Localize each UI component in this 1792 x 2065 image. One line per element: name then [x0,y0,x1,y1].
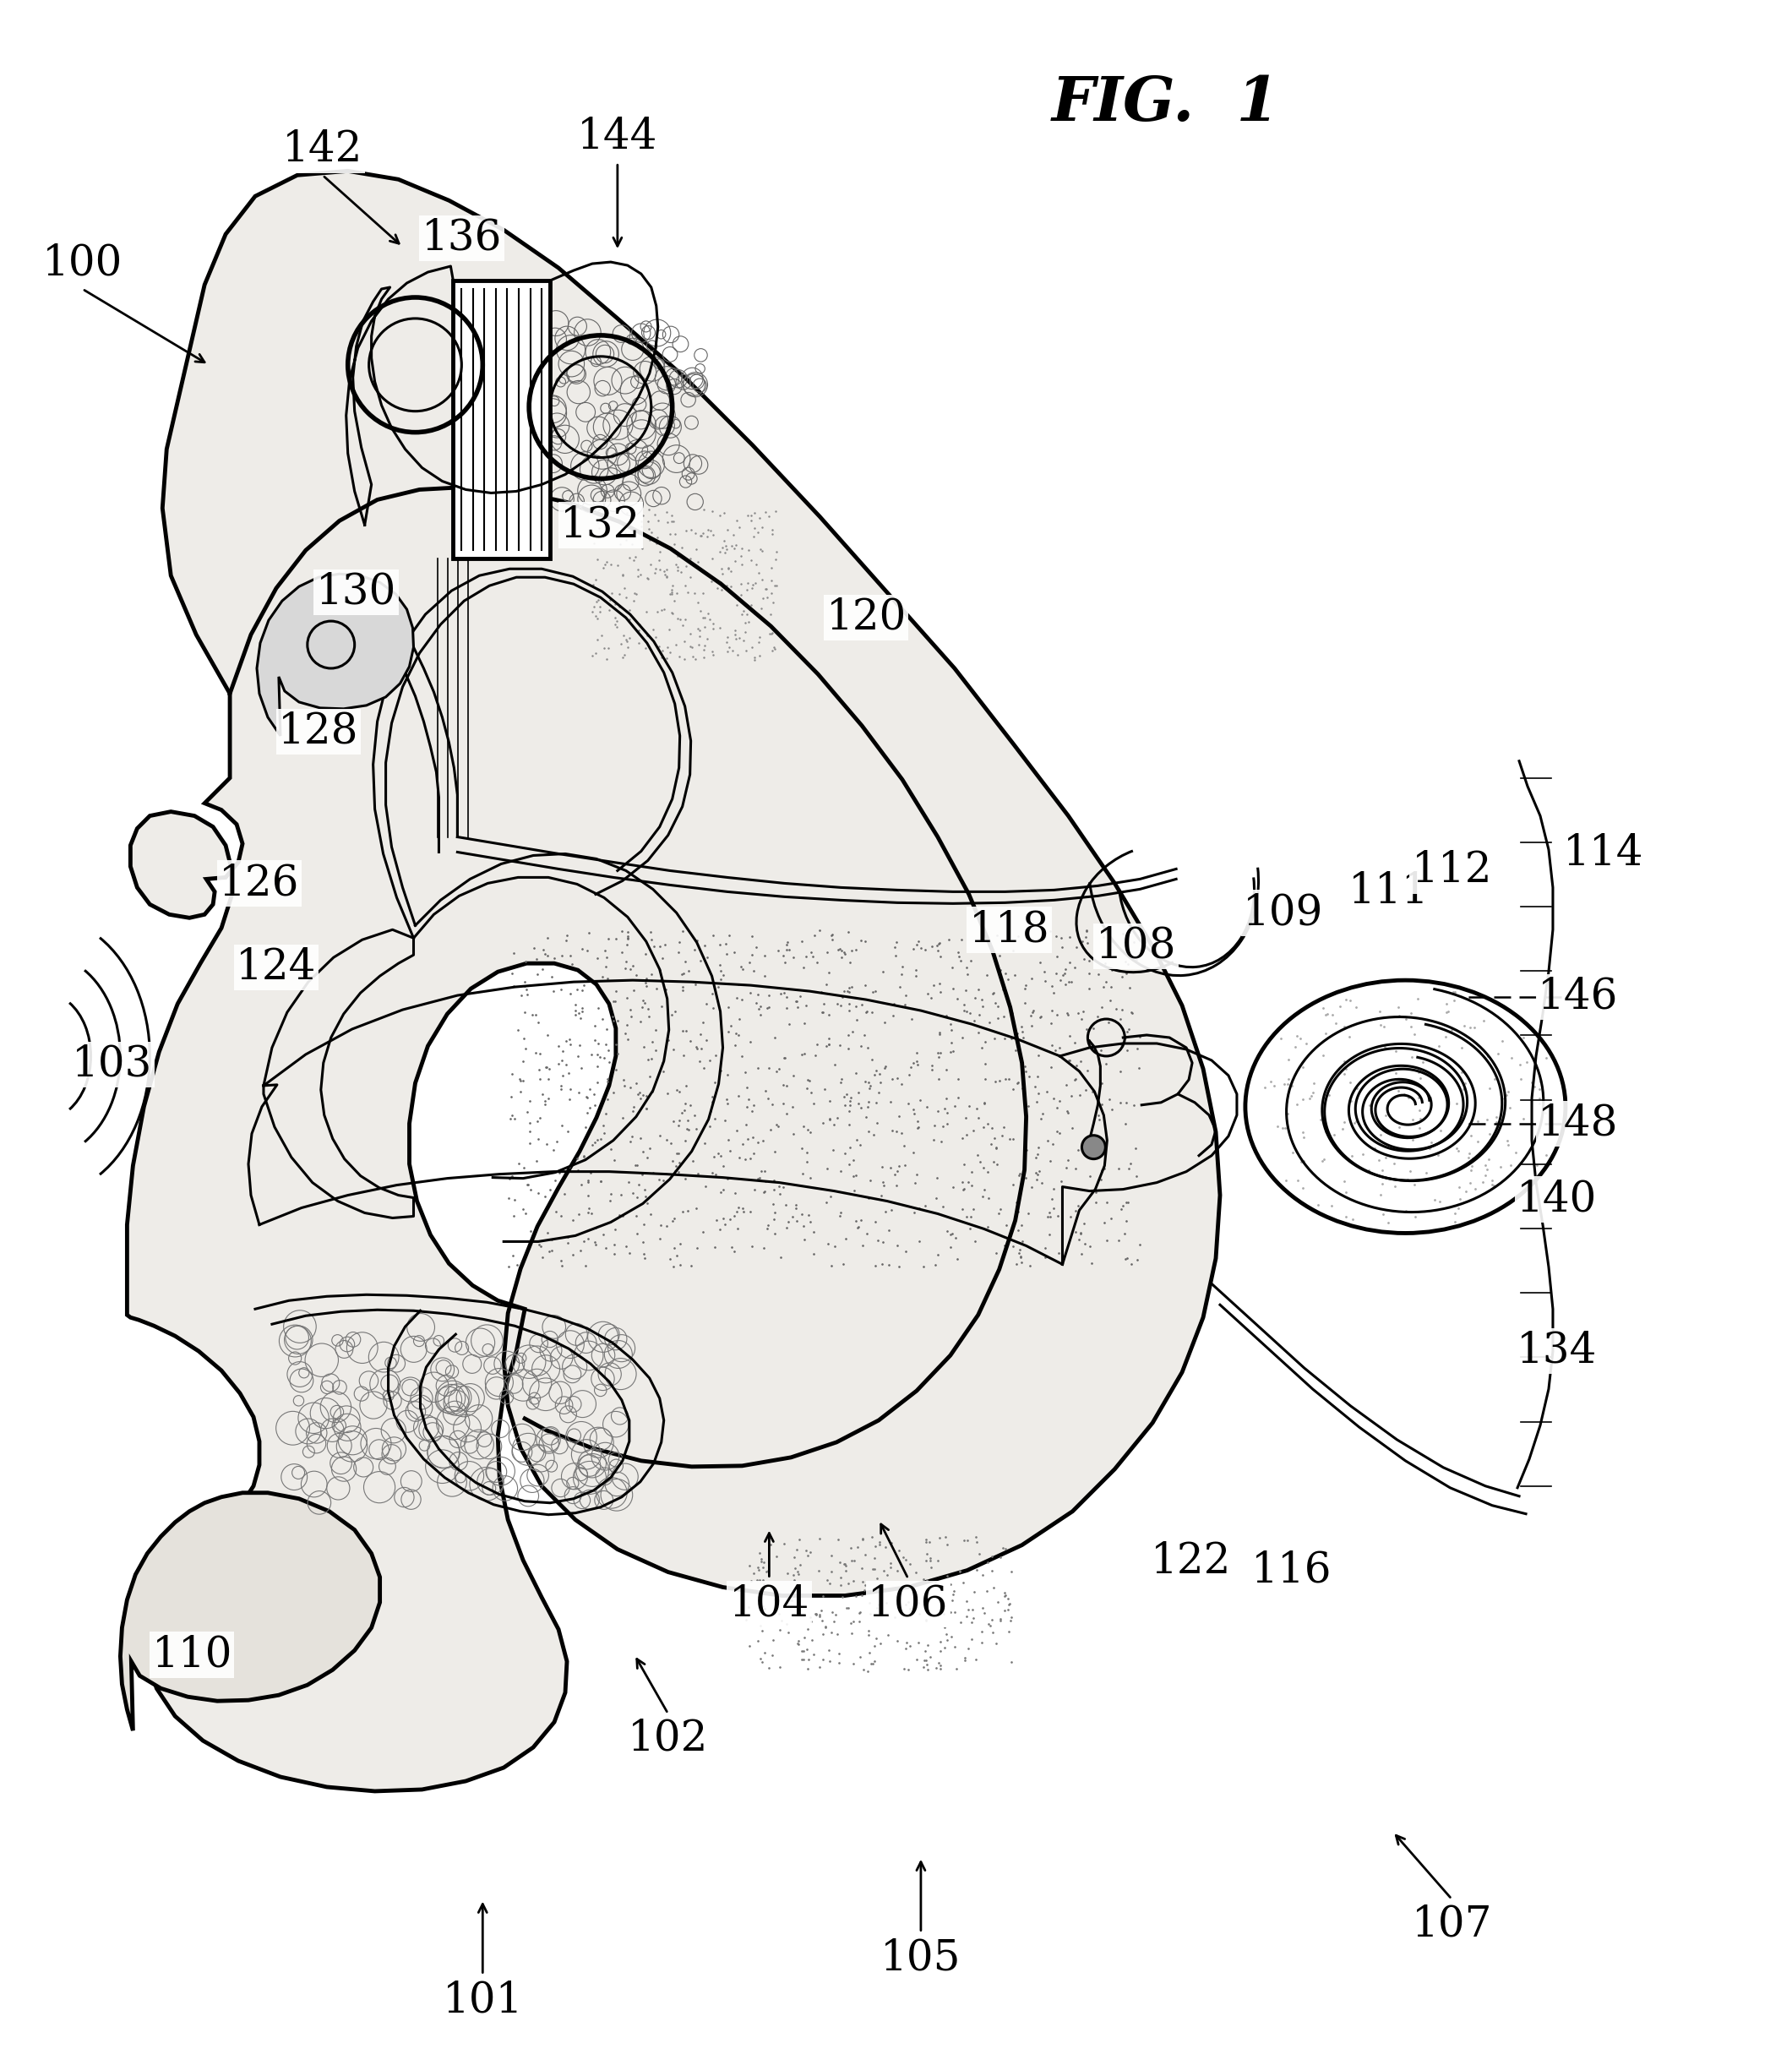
Text: 122: 122 [1150,1540,1231,1582]
Text: 103: 103 [72,1043,152,1086]
Text: 132: 132 [561,504,642,545]
Text: 112: 112 [1412,851,1493,892]
Polygon shape [256,574,414,735]
Bar [453,281,550,560]
Text: 110: 110 [152,1633,233,1675]
Text: 124: 124 [237,946,317,989]
Text: 148: 148 [1538,1103,1618,1144]
Text: 100: 100 [41,244,122,285]
Text: 142: 142 [283,128,362,171]
Text: 146: 146 [1538,977,1618,1018]
Text: 140: 140 [1516,1179,1597,1220]
Text: 120: 120 [826,597,907,638]
Text: 108: 108 [1095,925,1176,966]
Circle shape [1082,1136,1106,1158]
Text: 126: 126 [219,863,299,904]
Polygon shape [127,171,1220,1790]
Text: 134: 134 [1516,1330,1597,1371]
Polygon shape [120,1493,380,1730]
Text: 116: 116 [1251,1549,1331,1592]
Text: FIG.  1: FIG. 1 [1052,74,1279,134]
Text: 144: 144 [577,116,658,159]
Text: 109: 109 [1244,892,1324,933]
Text: 106: 106 [867,1584,948,1625]
Text: 118: 118 [969,909,1050,950]
Text: 111: 111 [1348,871,1428,913]
Text: 105: 105 [880,1937,961,1978]
Text: 107: 107 [1412,1904,1493,1945]
Text: 128: 128 [278,710,358,752]
Text: 104: 104 [729,1584,810,1625]
Text: 101: 101 [443,1980,523,2022]
Text: 130: 130 [315,572,396,613]
Text: 114: 114 [1563,832,1643,876]
Text: 136: 136 [421,217,502,260]
Text: 102: 102 [627,1718,708,1759]
